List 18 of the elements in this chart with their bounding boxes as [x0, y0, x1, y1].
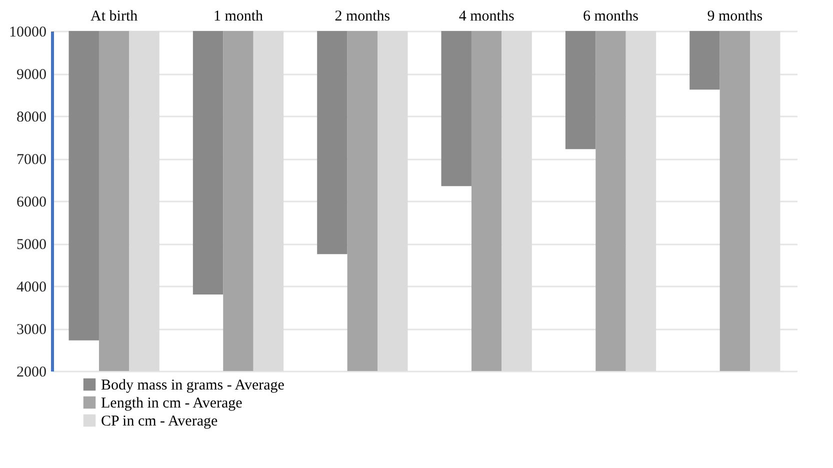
y-tick-label: 7000 [16, 152, 46, 168]
x-tick-label: At birth [90, 8, 138, 24]
x-tick-label: 1 month [213, 8, 264, 24]
y-tick-label: 5000 [16, 237, 46, 253]
legend-label: CP in cm - Average [101, 414, 218, 430]
x-tick-label: 2 months [334, 8, 390, 24]
legend-label: Body mass in grams - Average [101, 378, 285, 394]
y-tick-label: 4000 [16, 280, 46, 296]
y-tick-label: 10000 [9, 24, 46, 40]
x-tick-label: 4 months [458, 8, 514, 24]
y-tick-label: 9000 [16, 67, 46, 83]
y-tick-label: 8000 [16, 110, 46, 126]
x-tick-label: 9 months [707, 8, 763, 24]
x-tick-label: 6 months [583, 8, 639, 24]
y-tick-label: 2000 [16, 364, 46, 380]
legend-label: Length in cm - Average [101, 396, 243, 412]
y-tick-label: 3000 [16, 322, 46, 338]
y-tick-label: 6000 [16, 194, 46, 210]
